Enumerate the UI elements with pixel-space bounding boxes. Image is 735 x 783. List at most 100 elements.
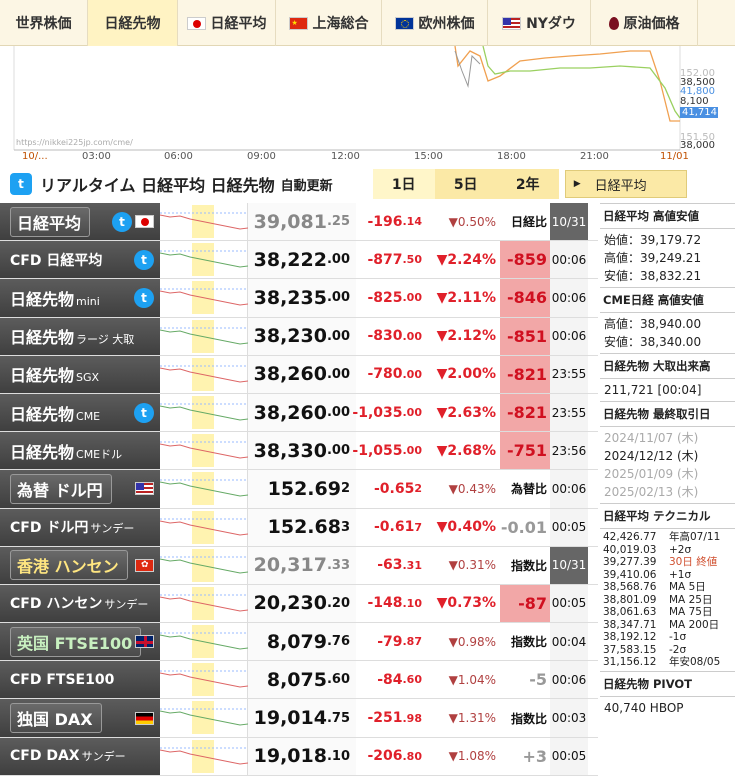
table-row[interactable]: 日経先物 mini t 38,235.00 -825.00 ▼2.11% -846 00:06 bbox=[0, 279, 598, 318]
tab-4[interactable]: 欧州株価 bbox=[382, 0, 488, 46]
mini-chart[interactable] bbox=[159, 432, 249, 470]
mini-chart[interactable] bbox=[159, 737, 249, 775]
table-row[interactable]: CFD ドル円 サンデー 152.68 3 -0.61 7 ▼0.40% -0.01 00:05 bbox=[0, 508, 598, 547]
mini-chart[interactable] bbox=[159, 699, 249, 737]
mini-chart[interactable] bbox=[159, 393, 249, 432]
nikkei-link-label: 日経平均 bbox=[594, 178, 647, 194]
instrument-name[interactable]: 日経平均 t bbox=[0, 203, 160, 241]
instrument-name[interactable]: 日経先物 CMEドル bbox=[0, 432, 160, 470]
table-row[interactable]: 為替 ドル円 152.69 2 -0.65 2 ▼0.43% 為替比 00:06 bbox=[0, 470, 598, 509]
price-dec: .00 bbox=[326, 252, 350, 268]
table-row[interactable]: 日経平均 t 39,081.25 -196.14 ▼0.50% 日経比 10/31 bbox=[0, 203, 598, 242]
tech-label: 年高07/11 bbox=[669, 531, 721, 543]
table-row[interactable]: CFD 日経平均 t 38,222.00 -877.50 ▼2.24% -859 00:06 bbox=[0, 241, 598, 280]
axis-label: 8,100 bbox=[680, 96, 709, 107]
instrument-sub: サンデー bbox=[90, 522, 135, 536]
price-int: 19,014 bbox=[253, 707, 327, 730]
price-int: 19,018 bbox=[253, 745, 327, 768]
instrument-name[interactable]: CFD DAX サンデー bbox=[0, 737, 160, 775]
update-time: 23:56 bbox=[550, 432, 588, 470]
mini-chart[interactable] bbox=[159, 470, 249, 508]
tab-1[interactable]: 日経先物 bbox=[88, 0, 178, 46]
table-row[interactable]: 英国 FTSE100 8,079.76 -79.87 ▼0.98% 指数比 00:04 bbox=[0, 623, 598, 662]
tab-1d[interactable]: 1日 bbox=[372, 169, 435, 199]
mini-chart[interactable] bbox=[159, 623, 249, 661]
tab-0[interactable]: 世界株価 bbox=[0, 0, 88, 46]
twitter-icon[interactable]: t bbox=[10, 173, 32, 195]
mini-chart[interactable] bbox=[159, 279, 249, 317]
top-chart-svg bbox=[13, 45, 681, 151]
tech-value: 38,061.63 bbox=[603, 606, 657, 618]
tab-2[interactable]: 日経平均 bbox=[178, 0, 276, 46]
change-int: -877 bbox=[367, 251, 403, 268]
diff-value: 指数比 bbox=[510, 711, 547, 726]
price-dec: .10 bbox=[326, 748, 350, 764]
table-row[interactable]: CFD DAX サンデー 19,018.10 -206.80 ▼1.08% +3 00:05 bbox=[0, 737, 598, 776]
instrument-name[interactable]: 日経先物 mini t bbox=[0, 279, 160, 317]
instrument-name[interactable]: 為替 ドル円 bbox=[0, 470, 160, 508]
table-row[interactable]: 日経先物 ラージ 大取 38,230.00 -830.00 ▼2.12% -851 00:0… bbox=[0, 317, 598, 356]
tab-6[interactable]: 原油価格 bbox=[591, 0, 698, 46]
instrument-name[interactable]: CFD ドル円 サンデー bbox=[0, 508, 160, 546]
tech-value: 39,277.39 bbox=[603, 556, 657, 568]
table-row[interactable]: 日経先物 CME t 38,260.00 -1,035.00 ▼2.63% -821 23:5… bbox=[0, 393, 598, 433]
instrument-name[interactable]: 日経先物 ラージ 大取 bbox=[0, 317, 160, 355]
mini-chart[interactable] bbox=[159, 317, 249, 355]
mini-chart[interactable] bbox=[159, 661, 249, 699]
table-row[interactable]: 香港 ハンセン ✿ 20,317.33 -63.31 ▼0.31% 指数比 10/31 bbox=[0, 546, 598, 585]
instrument-name[interactable]: 英国 FTSE100 bbox=[0, 623, 160, 661]
instrument-name[interactable]: CFD FTSE100 bbox=[0, 661, 160, 699]
update-time: 00:05 bbox=[550, 584, 588, 623]
price-int: 38,330 bbox=[253, 439, 327, 462]
instrument-name[interactable]: 独国 DAX bbox=[0, 699, 160, 737]
table-row[interactable]: CFD FTSE100 8,075.60 -84.60 ▼1.04% -5 00:06 bbox=[0, 661, 598, 700]
price: 38,222.00 bbox=[248, 241, 356, 279]
tab-3[interactable]: ★ 上海総合 bbox=[276, 0, 382, 46]
panel-body: 始値：39,179.72 高値：39,249.21 安値：38,832.21 bbox=[600, 229, 735, 287]
table-row[interactable]: 独国 DAX 19,014.75 -251.98 ▼1.31% 指数比 00:03 bbox=[0, 699, 598, 738]
instrument-name[interactable]: 香港 ハンセン ✿ bbox=[0, 546, 160, 584]
mini-chart[interactable] bbox=[159, 203, 249, 241]
tech-value: 38,192.12 bbox=[603, 631, 657, 643]
twitter-icon[interactable]: t bbox=[134, 249, 154, 270]
twitter-icon[interactable]: t bbox=[134, 287, 154, 308]
mini-chart[interactable] bbox=[159, 508, 249, 546]
uk-flag-icon bbox=[135, 635, 154, 649]
nikkei-link-button[interactable]: ▶ 日経平均 bbox=[564, 170, 687, 198]
instrument-name[interactable]: 日経先物 SGX bbox=[0, 355, 160, 393]
diff-value: 日経比 bbox=[510, 215, 547, 230]
update-time: 10/31 bbox=[550, 546, 588, 584]
mini-chart[interactable] bbox=[159, 584, 249, 623]
instrument-label: 日経平均 bbox=[17, 213, 82, 233]
tab-label: 世界株価 bbox=[15, 16, 72, 32]
realtime-header: t リアルタイム 日経平均 日経先物 自動更新 1日 5日 2年 ▶ 日経平均 bbox=[0, 166, 735, 202]
percent-change: ▼0.50% bbox=[448, 214, 496, 229]
mini-chart[interactable] bbox=[159, 241, 249, 279]
change-dec: .00 bbox=[402, 444, 423, 458]
twitter-icon[interactable]: t bbox=[112, 211, 132, 232]
table-row[interactable]: 日経先物 CMEドル 38,330.00 -1,055.00 ▼2.68% -751 23:… bbox=[0, 432, 598, 471]
twitter-icon[interactable]: t bbox=[134, 402, 154, 423]
tab-label: 欧州株価 bbox=[418, 16, 475, 32]
tech-value: 37,583.15 bbox=[603, 643, 657, 656]
diff-value: 為替比 bbox=[510, 482, 547, 497]
table-row[interactable]: CFD ハンセン サンデー 20,230.20 -148.10 ▼0.73% -87 00:… bbox=[0, 584, 598, 624]
diff-value: -859 bbox=[500, 241, 550, 279]
tab-5d[interactable]: 5日 bbox=[453, 177, 478, 193]
instrument-name[interactable]: CFD 日経平均 t bbox=[0, 241, 160, 279]
diff-value: -821 bbox=[500, 355, 550, 393]
instrument-name[interactable]: CFD ハンセン サンデー bbox=[0, 584, 160, 623]
tab-2y[interactable]: 2年 bbox=[515, 177, 540, 193]
panel-line: 安値：38,832.21 bbox=[604, 269, 702, 283]
tech-label: MA 25日 bbox=[669, 593, 713, 606]
table-row[interactable]: 日経先物 SGX 38,260.00 -780.00 ▼2.00% -821 23:55 bbox=[0, 355, 598, 394]
panel-heading: 日経先物 最終取引日 bbox=[600, 401, 735, 427]
tab-5[interactable]: NYダウ bbox=[488, 0, 591, 46]
change: -825.00 bbox=[356, 279, 426, 316]
right-panel: 日経平均 高値安値 始値：39,179.72 高値：39,249.21 安値：38,8… bbox=[600, 203, 735, 719]
diff-value: -751 bbox=[500, 432, 550, 470]
mini-chart[interactable] bbox=[159, 546, 249, 584]
mini-chart[interactable] bbox=[159, 355, 249, 393]
tech-label: -1σ bbox=[669, 631, 687, 643]
instrument-name[interactable]: 日経先物 CME t bbox=[0, 393, 160, 432]
